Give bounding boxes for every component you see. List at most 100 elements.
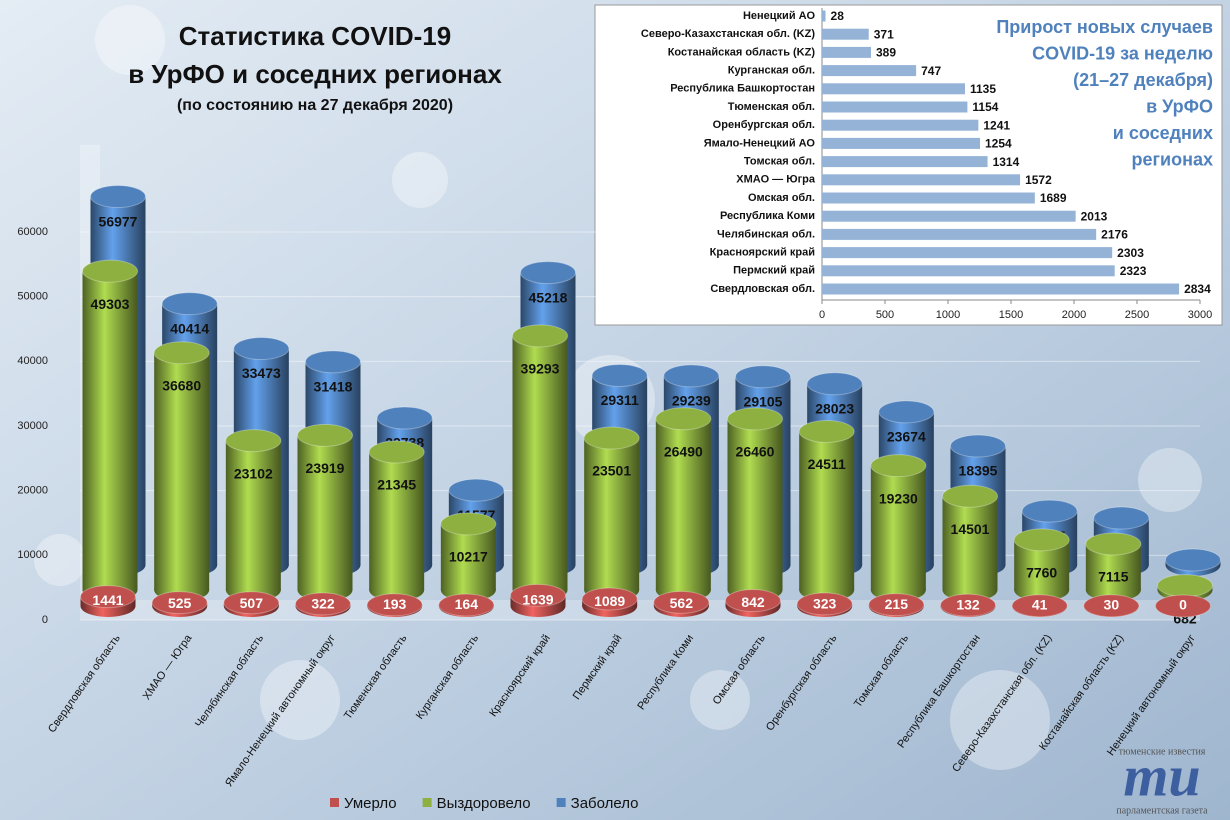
cylinder xyxy=(151,591,208,617)
cylinder-top xyxy=(153,341,210,365)
value-label: 2323 xyxy=(1120,264,1147,278)
cylinder-top xyxy=(1157,574,1213,598)
cylinder-top xyxy=(798,419,855,443)
cylinder-body xyxy=(82,271,138,590)
cylinder-top xyxy=(295,592,351,616)
cylinder xyxy=(1083,594,1140,618)
y-tick-label: Костанайская область (KZ) xyxy=(668,46,816,58)
cylinder-top xyxy=(297,423,353,447)
cylinder-body xyxy=(584,438,640,590)
cylinder xyxy=(583,426,640,601)
cylinder xyxy=(80,585,136,617)
legend-label: Умерло xyxy=(344,795,397,812)
value-label: 1441 xyxy=(92,592,123,608)
value-label: 1241 xyxy=(983,118,1010,132)
value-label: 389 xyxy=(876,46,896,60)
value-label: 14501 xyxy=(951,521,990,537)
cylinder-top xyxy=(727,407,783,431)
chart-subtitle: (по состоянию на 27 декабря 2020) xyxy=(177,97,453,114)
cylinder-top xyxy=(305,350,361,374)
bar xyxy=(822,65,917,77)
cylinder-top xyxy=(653,590,710,614)
value-label: 23102 xyxy=(234,465,273,481)
y-tick-label: Челябинская обл. xyxy=(717,228,815,240)
bar xyxy=(822,156,988,168)
bar xyxy=(822,228,1097,240)
value-label: 507 xyxy=(240,595,264,611)
cylinder xyxy=(368,440,425,601)
y-tick-label: Свердловская обл. xyxy=(710,283,815,295)
cylinder-body xyxy=(870,465,926,590)
value-label: 1135 xyxy=(970,82,996,96)
value-label: 18395 xyxy=(959,463,998,479)
value-label: 1154 xyxy=(972,100,998,114)
cylinder xyxy=(1011,594,1068,618)
inset-title: регионах xyxy=(1132,149,1213,169)
value-label: 28 xyxy=(831,9,845,23)
cylinder xyxy=(940,593,996,617)
bar xyxy=(822,83,966,95)
cylinder xyxy=(798,419,855,601)
cylinder-top xyxy=(233,337,290,361)
legend-swatch xyxy=(556,798,566,807)
value-label: 132 xyxy=(956,596,980,612)
cylinder xyxy=(1013,528,1070,601)
cylinder-top xyxy=(583,426,640,450)
cylinder xyxy=(727,407,783,601)
y-tick-label: Ямало-Ненецкий АО xyxy=(704,137,816,149)
cylinder-body xyxy=(942,496,998,590)
y-tick-label: 60000 xyxy=(17,226,48,238)
cylinder-top xyxy=(1083,594,1140,618)
logo-bottom: парламентская газета xyxy=(1116,805,1208,816)
cylinder-top xyxy=(438,593,495,617)
value-label: 562 xyxy=(670,595,694,611)
cylinder-top xyxy=(868,593,925,617)
value-label: 33473 xyxy=(242,365,281,381)
cylinder-top xyxy=(950,434,1006,458)
cylinder-top xyxy=(80,585,136,609)
cylinder-body xyxy=(799,431,855,590)
cylinder xyxy=(366,593,423,617)
cylinder xyxy=(440,512,497,601)
value-label: 36680 xyxy=(162,378,201,394)
cylinder-top xyxy=(1085,532,1142,556)
y-tick-label: 0 xyxy=(42,614,48,626)
inset-title: COVID-19 за неделю xyxy=(1032,43,1213,63)
legend-label: Заболело xyxy=(571,795,639,812)
cylinder-body xyxy=(727,418,783,590)
y-tick-label: Курганская обл. xyxy=(728,65,815,77)
value-label: 23674 xyxy=(887,429,926,445)
value-label: 39293 xyxy=(521,361,560,377)
cylinder-top xyxy=(368,440,425,464)
x-tick-label: 1500 xyxy=(999,309,1023,321)
cylinder-top xyxy=(591,363,648,387)
logo: тюменские известия ти парламентская газе… xyxy=(1116,743,1208,816)
bar xyxy=(822,174,1021,186)
cylinder-top xyxy=(725,589,781,613)
cylinder xyxy=(512,324,568,601)
value-label: 10217 xyxy=(449,549,488,565)
cylinder xyxy=(655,407,712,601)
decoration xyxy=(34,5,1202,770)
value-label: 24511 xyxy=(808,456,846,472)
value-label: 56977 xyxy=(99,213,138,229)
value-label: 1254 xyxy=(985,137,1012,151)
y-tick-label: Томская обл. xyxy=(744,156,815,168)
value-label: 23501 xyxy=(592,463,631,479)
x-tick-label: 500 xyxy=(876,309,894,321)
value-label: 45218 xyxy=(529,289,568,305)
y-tick-label: Республика Башкортостан xyxy=(670,83,815,95)
logo-top: тюменские известия xyxy=(1119,746,1206,757)
value-label: 7760 xyxy=(1026,565,1057,581)
cylinder-top xyxy=(1155,594,1211,618)
value-label: 31418 xyxy=(314,379,353,395)
cylinder-top xyxy=(1093,506,1150,530)
x-tick-label: 3000 xyxy=(1188,309,1212,321)
value-label: 40414 xyxy=(170,320,209,336)
cylinder xyxy=(796,592,853,617)
legend-swatch xyxy=(330,798,339,807)
value-label: 193 xyxy=(383,596,407,612)
x-tick-label: 2000 xyxy=(1062,309,1086,321)
